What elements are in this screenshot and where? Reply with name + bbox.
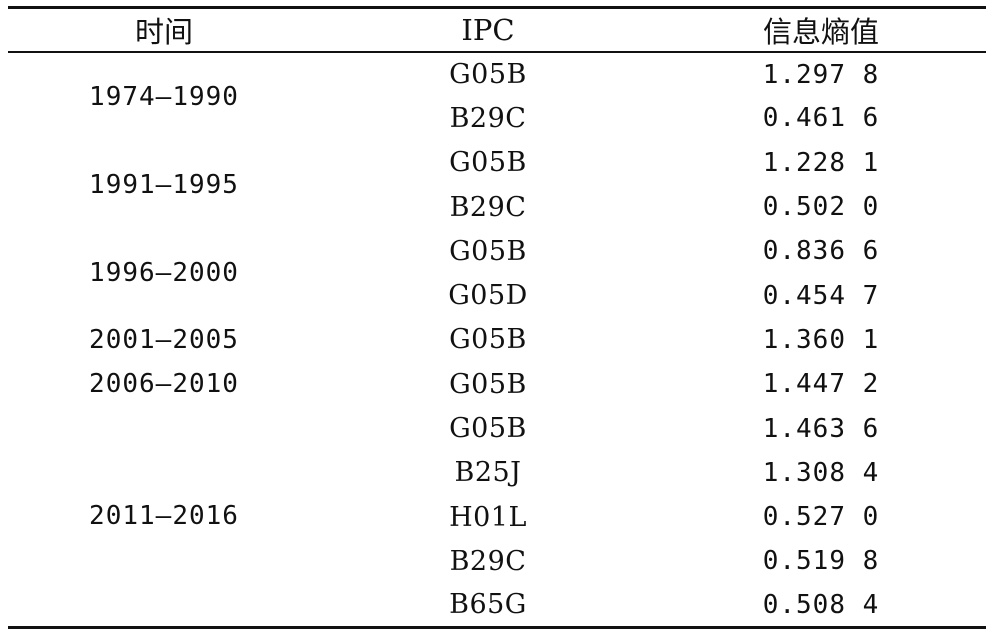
- entropy-cell: 0.454 7: [762, 280, 880, 311]
- ipc-cell: G05B: [449, 368, 527, 400]
- ipc-cell: B29C: [449, 191, 527, 223]
- ipc-cell: G05D: [448, 280, 528, 312]
- period-cell: 2001—2005: [89, 324, 239, 355]
- header-row: 时间 IPC 信息熵值: [8, 6, 986, 53]
- header-time: 时间: [8, 6, 320, 53]
- ipc-cell: G05B: [449, 324, 527, 356]
- table-row: B65G 0.508 4: [8, 583, 986, 630]
- entropy-cell: 1.308 4: [762, 457, 880, 488]
- table-row: B25J 1.308 4: [8, 451, 986, 495]
- period-cell: 1991—1995: [89, 169, 239, 200]
- period-cell: 1974—1990: [89, 81, 239, 112]
- table-row: B29C 0.502 0: [8, 185, 986, 229]
- entropy-cell: 0.508 4: [656, 583, 986, 630]
- period-cell: 2011—2016: [8, 406, 320, 630]
- entropy-cell: 1.360 1: [762, 324, 880, 355]
- ipc-cell: G05B: [449, 147, 527, 179]
- ipc-cell: B65G: [320, 583, 656, 630]
- entropy-table-container: 时间 IPC 信息熵值 1974—1990 G05B 1.297 8 B29C …: [8, 6, 986, 630]
- table-row: B29C 0.461 6: [8, 96, 986, 140]
- ipc-cell: B29C: [449, 102, 527, 134]
- period-cell: 1996—2000: [89, 258, 239, 289]
- entropy-cell: 0.461 6: [762, 103, 880, 134]
- ipc-cell: G05B: [449, 413, 527, 445]
- table-row: H01L 0.527 0: [8, 495, 986, 539]
- table-row: 2006—2010 G05B 1.447 2: [8, 362, 986, 406]
- header-ipc: IPC: [320, 6, 656, 53]
- ipc-cell: B29C: [449, 545, 527, 577]
- entropy-cell: 0.519 8: [762, 546, 880, 577]
- ipc-cell: H01L: [449, 501, 527, 533]
- table-row: 2001—2005 G05B 1.360 1: [8, 318, 986, 362]
- table-body: 1974—1990 G05B 1.297 8 B29C 0.461 6 1991…: [8, 52, 986, 630]
- entropy-cell: 1.447 2: [762, 369, 880, 400]
- ipc-cell: G05B: [449, 59, 527, 91]
- entropy-cell: 0.502 0: [762, 192, 880, 223]
- entropy-cell: 0.527 0: [762, 502, 880, 533]
- entropy-cell: 1.463 6: [762, 413, 880, 444]
- header-entropy: 信息熵值: [656, 6, 986, 53]
- table-row: 1991—1995 G05B 1.228 1: [8, 141, 986, 200]
- table-row: B29C 0.519 8: [8, 539, 986, 583]
- table-header: 时间 IPC 信息熵值: [8, 6, 986, 53]
- table-row: 1974—1990 G05B 1.297 8: [8, 52, 986, 112]
- entropy-table: 时间 IPC 信息熵值 1974—1990 G05B 1.297 8 B29C …: [8, 6, 986, 630]
- entropy-cell: 0.836 6: [762, 236, 880, 267]
- table-row: G05D 0.454 7: [8, 273, 986, 317]
- period-cell: 2006—2010: [89, 369, 239, 400]
- table-row: 2011—2016 G05B 1.463 6: [8, 406, 986, 630]
- ipc-cell: B25J: [454, 457, 522, 489]
- ipc-cell: G05B: [449, 235, 527, 267]
- table-row: 1996—2000 G05B 0.836 6: [8, 229, 986, 289]
- entropy-cell: 1.228 1: [762, 147, 880, 178]
- entropy-cell: 1.297 8: [762, 59, 880, 90]
